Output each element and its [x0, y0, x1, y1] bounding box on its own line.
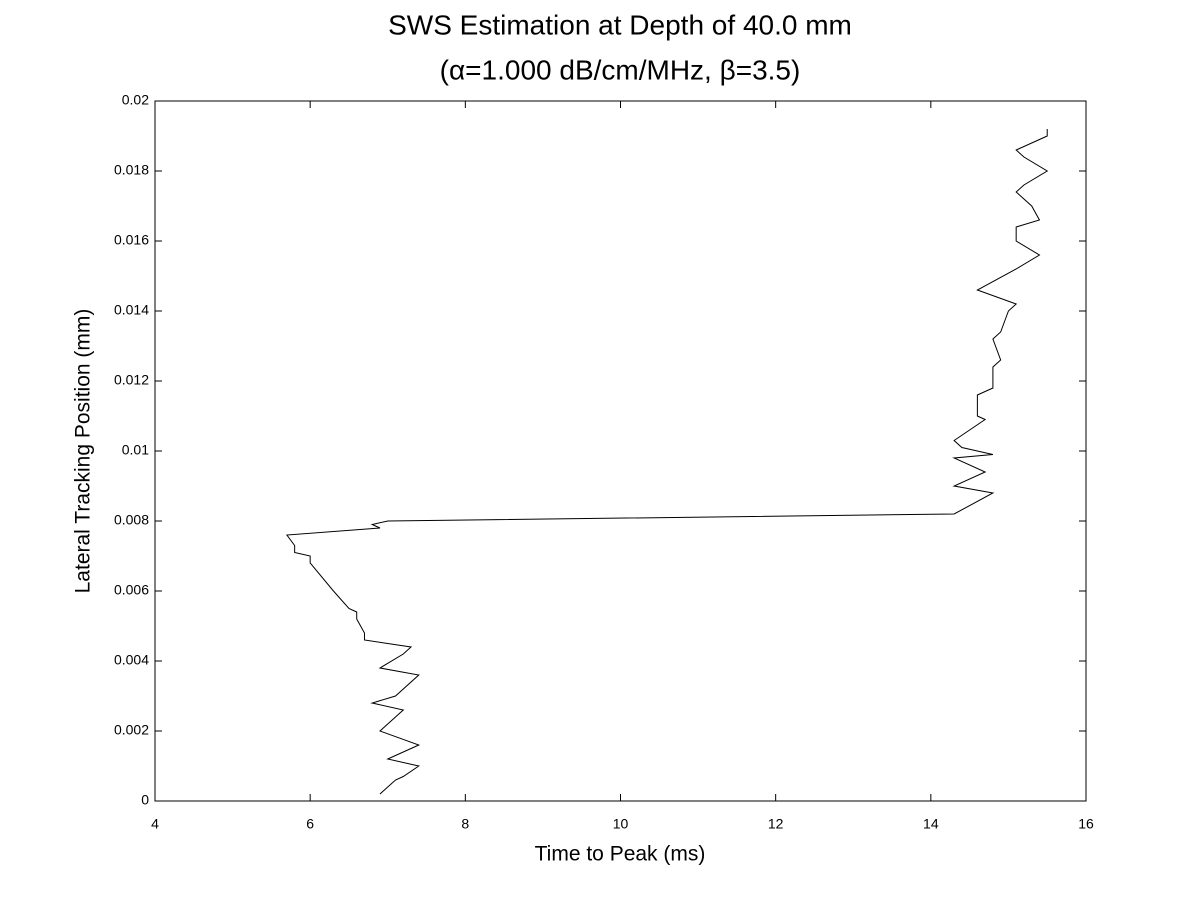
x-tick-label: 14: [923, 816, 939, 832]
x-tick-label: 8: [461, 816, 469, 832]
y-tick-label: 0.004: [114, 652, 149, 668]
y-tick-label: 0.012: [114, 372, 149, 388]
y-tick-label: 0.02: [122, 92, 149, 108]
y-tick-label: 0.006: [114, 582, 149, 598]
y-tick-label: 0.008: [114, 512, 149, 528]
y-tick-label: 0.018: [114, 162, 149, 178]
data-line: [285, 129, 1049, 795]
y-tick-label: 0.014: [114, 302, 149, 318]
x-tick-label: 4: [151, 816, 159, 832]
y-tick-label: 0.016: [114, 232, 149, 248]
y-axis-label: Lateral Tracking Position (mm): [72, 309, 95, 594]
x-tick-label: 10: [613, 816, 629, 832]
x-tick-label: 16: [1078, 816, 1094, 832]
chart-subtitle: (α=1.000 dB/cm/MHz, β=3.5): [440, 54, 801, 85]
x-axis-label: Time to Peak (ms): [535, 843, 706, 866]
y-tick-label: 0.002: [114, 722, 149, 738]
x-tick-label: 6: [306, 816, 314, 832]
y-tick-label: 0.01: [122, 442, 149, 458]
y-tick-label: 0: [141, 792, 149, 808]
chart-title: SWS Estimation at Depth of 40.0 mm: [388, 9, 852, 40]
x-tick-label: 12: [768, 816, 784, 832]
